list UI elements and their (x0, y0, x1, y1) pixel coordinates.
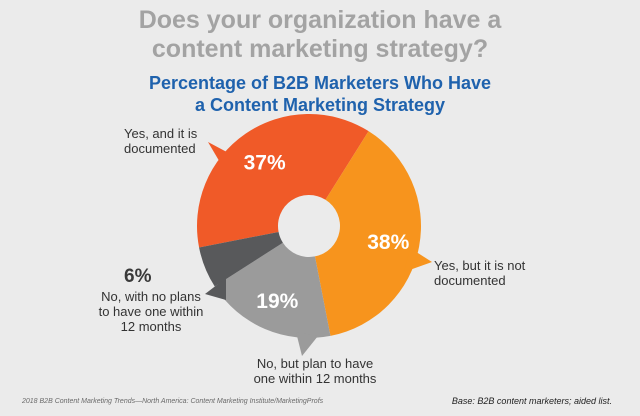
slice-yes-documented (196, 113, 369, 248)
slice-value-yes-not-documented: 38% (367, 231, 409, 254)
source-note: 2018 B2B Content Marketing Trends—North … (22, 398, 324, 405)
pointer-no-plans (205, 278, 226, 300)
chart-title: Does your organization have a content ma… (0, 6, 640, 64)
slice-no-plans (199, 231, 283, 287)
slice-yes-not-documented (314, 131, 422, 336)
chart-subtitle: Percentage of B2B Marketers Who Have a C… (0, 72, 640, 116)
title-line-2: content marketing strategy? (151, 35, 489, 63)
slice-value-yes-documented: 37% (244, 151, 286, 174)
label-yes-documented: Yes, and it is documented (124, 126, 198, 156)
subtitle-line-2: a Content Marketing Strategy (194, 95, 446, 115)
pointer-yes-documented (208, 142, 238, 176)
pointer-no-plan (296, 332, 318, 356)
label-no-plans: No, with no plans to have one within 12 … (98, 289, 204, 334)
slice-value-no-plan: 19% (256, 290, 298, 313)
slice-value-no-plans: 6% (124, 266, 152, 287)
pointer-yes-not-documented (404, 248, 432, 272)
subtitle-line-1: Percentage of B2B Marketers Who Have (148, 73, 492, 93)
label-yes-not-documented: Yes, but it is not documented (434, 258, 526, 288)
slice-no-plan (214, 242, 331, 338)
base-note: Base: B2B content marketers; aided list. (451, 396, 612, 406)
title-line-1: Does your organization have a (138, 6, 502, 34)
label-no-plan: No, but plan to have one within 12 month… (253, 356, 377, 386)
